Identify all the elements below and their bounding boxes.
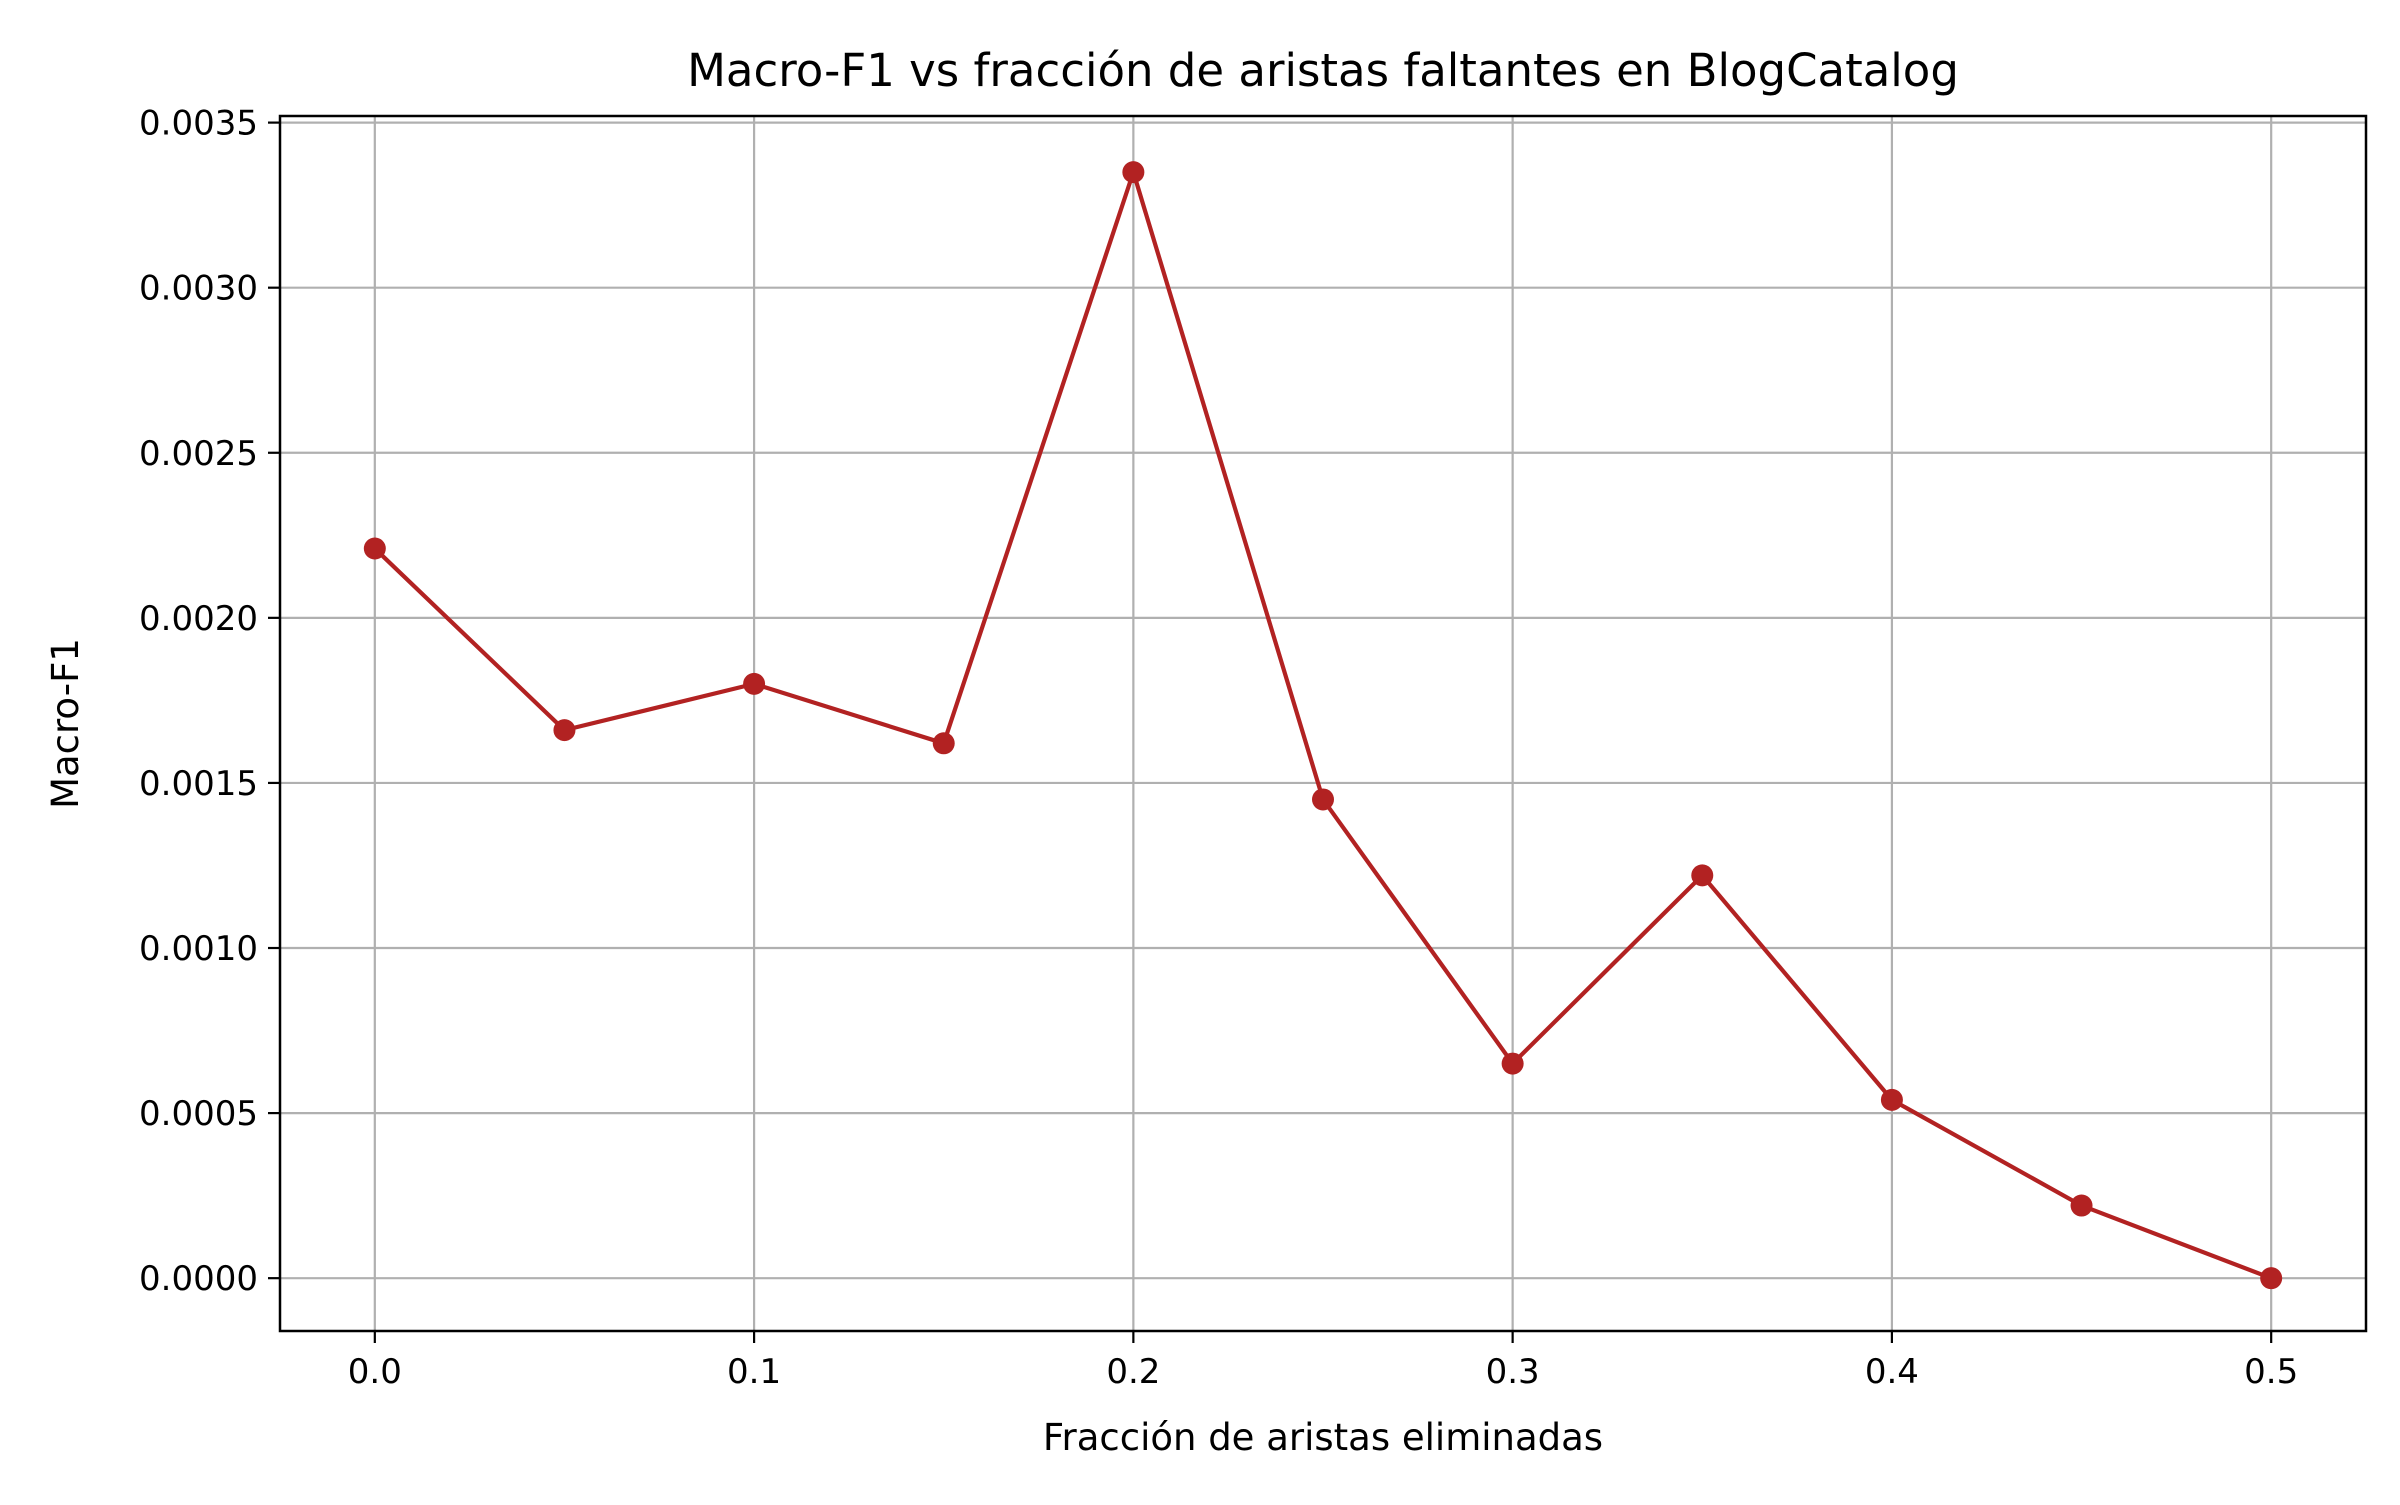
y-tick-label: 0.0010 [139, 929, 258, 969]
data-point [932, 732, 955, 755]
data-point [2070, 1194, 2093, 1217]
plot-area-frame [278, 114, 2368, 1333]
y-tick-label: 0.0020 [139, 599, 258, 639]
series-layer [363, 161, 2283, 1290]
y-tick-label: 0.0025 [139, 434, 258, 474]
data-point [1312, 788, 1334, 811]
x-tick-label: 0.1 [727, 1352, 781, 1392]
data-point [363, 537, 386, 560]
y-tick-label: 0.0030 [139, 269, 258, 309]
grid [280, 116, 2366, 1331]
x-tick-label: 0.5 [2244, 1352, 2298, 1392]
x-tick-label: 0.2 [1106, 1352, 1160, 1392]
y-tick-label: 0.0000 [139, 1259, 258, 1299]
y-axis-label: Macro-F1 [44, 638, 87, 809]
y-tick-label: 0.0015 [139, 764, 258, 804]
data-point [1501, 1052, 1524, 1075]
chart-title: Macro-F1 vs fracción de aristas faltante… [687, 44, 1959, 97]
data-point [1691, 864, 1714, 887]
data-point [1880, 1088, 1903, 1111]
y-tick-label: 0.0035 [139, 104, 258, 144]
data-point [553, 719, 576, 742]
data-point [1122, 161, 1145, 184]
x-tick-label: 0.0 [348, 1352, 402, 1392]
data-point [2260, 1267, 2283, 1290]
data-point [743, 672, 766, 695]
x-axis-label: Fracción de aristas eliminadas [1043, 1416, 1603, 1459]
x-axis-ticks: 0.0 0.1 0.2 0.3 0.4 0.5 [348, 1331, 2298, 1392]
y-axis-ticks: 0.0000 0.0005 0.0010 0.0015 0.0020 0.0025 0.00… [139, 104, 280, 1299]
x-tick-label: 0.4 [1865, 1352, 1919, 1392]
x-tick-label: 0.3 [1486, 1352, 1540, 1392]
y-tick-label: 0.0005 [139, 1094, 258, 1134]
